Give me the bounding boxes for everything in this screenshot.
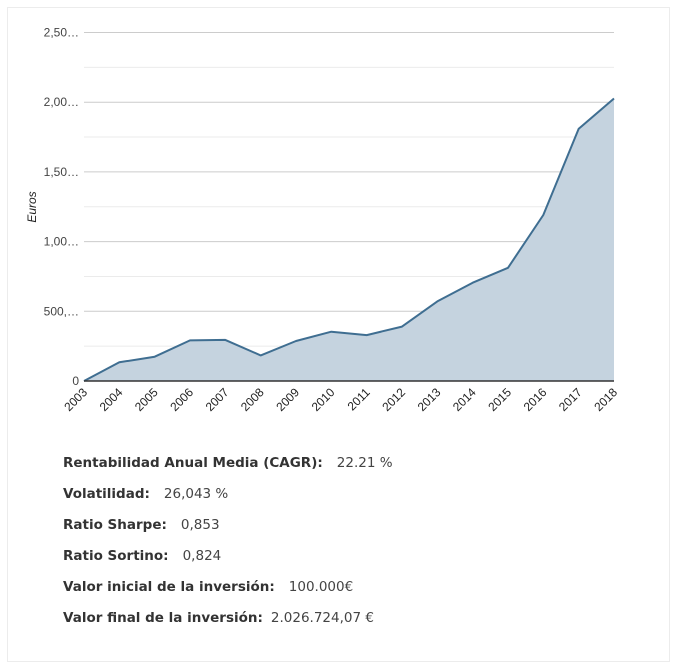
x-tick-label: 2003 <box>61 385 90 414</box>
x-tick-label: 2006 <box>167 385 196 414</box>
x-axis-ticks: 2003 2004 2005 2006 2007 2008 2009 2010 2011 2012… <box>61 385 620 414</box>
x-tick-label: 2016 <box>521 385 550 414</box>
y-axis-ticks: 0 500,… 1,00… 1,50… 2,00… 2,50… <box>44 26 80 389</box>
x-tick-label: 2010 <box>309 385 338 414</box>
y-tick-label: 1,00… <box>44 235 79 249</box>
x-tick-label: 2014 <box>450 385 479 414</box>
y-tick-label: 2,00… <box>44 95 79 109</box>
stat-value: 100.000€ <box>288 579 354 595</box>
stat-value: 0,853 <box>180 517 220 533</box>
stat-sharpe: Ratio Sharpe: 0,853 <box>63 514 393 545</box>
stat-cagr: Rentabilidad Anual Media (CAGR): 22.21 % <box>63 452 393 483</box>
y-tick-label: 2,50… <box>44 26 79 40</box>
stat-volatility: Volatilidad: 26,043 % <box>63 483 393 514</box>
stat-label: Ratio Sharpe: <box>63 517 167 533</box>
series-line <box>83 97 615 382</box>
stat-value: 0,824 <box>182 548 222 564</box>
y-tick-label: 0 <box>72 374 79 388</box>
stat-initial-value: Valor inicial de la inversión: 100.000€ <box>63 576 393 607</box>
stat-label: Valor final de la inversión: <box>63 610 263 626</box>
x-tick-label: 2018 <box>591 385 620 414</box>
x-tick-label: 2013 <box>415 385 444 414</box>
y-tick-label: 1,50… <box>44 165 79 179</box>
stat-value: 22.21 % <box>336 455 393 471</box>
x-tick-label: 2005 <box>132 385 161 414</box>
stat-label: Ratio Sortino: <box>63 548 169 564</box>
x-tick-label: 2012 <box>379 385 408 414</box>
y-tick-label: 500,… <box>44 304 79 318</box>
x-tick-label: 2004 <box>97 385 126 414</box>
x-tick-label: 2015 <box>485 385 514 414</box>
stat-value: 26,043 % <box>163 486 229 502</box>
stat-final-value: Valor final de la inversión: 2.026.724,07… <box>63 607 393 638</box>
area-layer <box>83 97 615 382</box>
stat-label: Volatilidad: <box>63 486 150 502</box>
x-tick-label: 2008 <box>238 385 267 414</box>
stats-panel: Rentabilidad Anual Media (CAGR): 22.21 % … <box>63 452 393 638</box>
stat-label: Valor inicial de la inversión: <box>63 579 275 595</box>
x-tick-label: 2009 <box>273 385 302 414</box>
x-tick-label: 2017 <box>556 385 585 414</box>
stat-value: 2.026.724,07 € <box>270 610 374 626</box>
y-axis-title: Euros <box>25 191 39 222</box>
area-fill <box>84 98 614 381</box>
x-tick-label: 2007 <box>203 385 232 414</box>
x-tick-label: 2011 <box>345 385 373 413</box>
stat-label: Rentabilidad Anual Media (CAGR): <box>63 455 323 471</box>
stat-sortino: Ratio Sortino: 0,824 <box>63 545 393 576</box>
